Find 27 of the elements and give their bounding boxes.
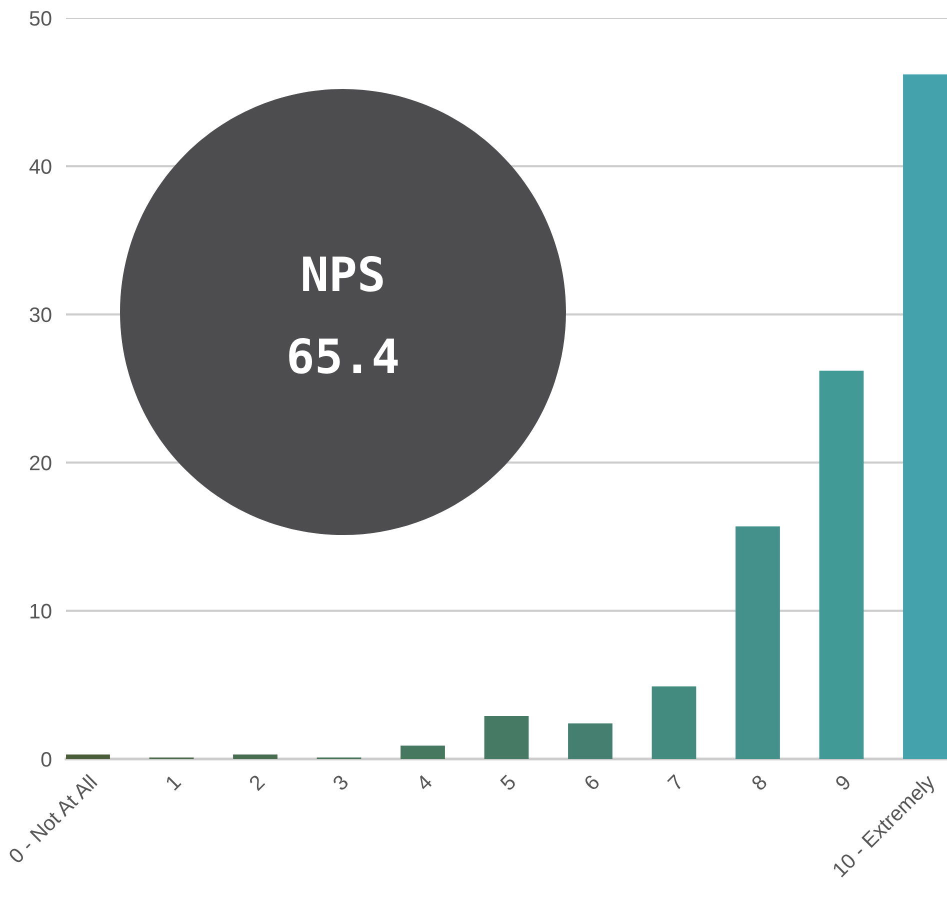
x-tick-label: 9 [834, 774, 852, 792]
x-tick-label: 7 [667, 774, 684, 791]
annotation: 65.4 [289, 338, 398, 374]
bar [568, 723, 612, 759]
x-tick-label: 5 [499, 774, 517, 792]
y-tick-label: 50 [30, 11, 52, 26]
bar [484, 716, 529, 759]
x-tick-label: 2 [248, 774, 266, 792]
x-tick-label: 3 [332, 774, 350, 792]
y-tick-label: 30 [30, 307, 52, 322]
x-tick-label: 4 [415, 774, 433, 792]
x-tick-label: 8 [750, 774, 768, 792]
y-tick-label: 20 [30, 456, 52, 470]
bar [66, 754, 110, 759]
bar [819, 370, 864, 759]
y-tick-label: 40 [29, 159, 52, 174]
y-tick-label: 10 [30, 604, 52, 619]
x-tick-label: 1 [164, 774, 182, 791]
x-tick-label: 6 [583, 774, 600, 792]
bar [736, 526, 780, 759]
bar [652, 686, 696, 759]
bar [233, 754, 278, 759]
y-tick-label: 0 [41, 752, 52, 767]
bar [903, 74, 947, 759]
bar [400, 746, 445, 759]
x-tick-label: 0 - Not At All [7, 774, 98, 864]
annotation: NPS [303, 256, 383, 292]
